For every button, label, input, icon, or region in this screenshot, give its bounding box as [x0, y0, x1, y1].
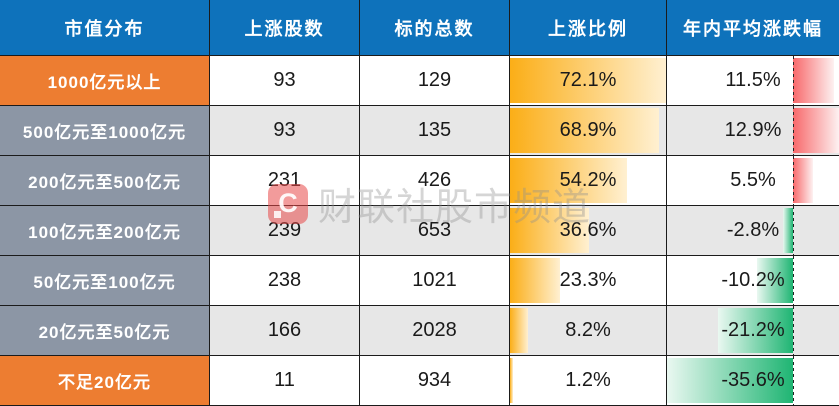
rising-ratio-value: 54.2%: [559, 169, 617, 191]
ratio-databar: [510, 258, 561, 303]
negative-change-databar: [667, 358, 794, 403]
rising-count-cell: 93: [210, 106, 360, 156]
zero-axis-dashed-line: [793, 56, 795, 105]
avg-change-value: 11.5%: [725, 69, 781, 91]
avg-change-value: -2.8%: [726, 219, 780, 241]
rising-count-cell: 93: [210, 56, 360, 106]
header-market-cap-distribution: 市值分布: [0, 0, 210, 56]
rising-ratio-value: 8.2%: [565, 319, 611, 341]
zero-axis-dashed-line: [793, 106, 795, 155]
cap-range-cell: 20亿元至50亿元: [0, 306, 210, 356]
total-count-cell: 653: [360, 206, 510, 256]
ratio-databar: [510, 208, 590, 253]
rising-count-cell: 11: [210, 356, 360, 406]
cap-range-cell: 50亿元至100亿元: [0, 256, 210, 306]
rising-count-cell: 166: [210, 306, 360, 356]
avg-change-value: 12.9%: [724, 119, 782, 141]
rising-ratio-cell: 8.2%: [510, 306, 667, 356]
total-count-cell: 1021: [360, 256, 510, 306]
cap-range-cell: 100亿元至200亿元: [0, 206, 210, 256]
avg-change-value: 5.5%: [730, 169, 776, 191]
rising-ratio-value: 72.1%: [559, 69, 617, 91]
zero-axis-dashed-line: [793, 206, 795, 255]
rising-ratio-value: 1.2%: [565, 369, 611, 391]
header-rising-ratio: 上涨比例: [510, 0, 667, 56]
zero-axis-dashed-line: [793, 156, 795, 205]
table-row: 不足20亿元 11 934 1.2% -35.6%: [0, 356, 839, 406]
total-count-cell: 2028: [360, 306, 510, 356]
table-header-row: 市值分布 上涨股数 标的总数 上涨比例 年内平均涨跌幅: [0, 0, 839, 56]
negative-change-databar: [757, 258, 794, 303]
positive-change-databar: [793, 108, 839, 153]
rising-count-cell: 239: [210, 206, 360, 256]
rising-ratio-value: 36.6%: [559, 219, 617, 241]
avg-change-cell: 5.5%: [667, 156, 839, 206]
table-row: 500亿元至1000亿元 93 135 68.9% 12.9%: [0, 106, 839, 156]
table-row: 50亿元至100亿元 238 1021 23.3% -10.2%: [0, 256, 839, 306]
avg-change-value: -21.2%: [721, 319, 785, 341]
cap-range-cell: 不足20亿元: [0, 356, 210, 406]
negative-change-databar: [783, 208, 794, 253]
avg-change-cell: 12.9%: [667, 106, 839, 156]
ratio-databar: [510, 58, 666, 103]
positive-change-databar: [793, 58, 834, 103]
rising-ratio-cell: 1.2%: [510, 356, 667, 406]
ratio-databar: [510, 108, 660, 153]
cap-range-cell: 500亿元至1000亿元: [0, 106, 210, 156]
table-body: 1000亿元以上 93 129 72.1% 11.5% 500亿元至1000亿元 93 135…: [0, 56, 839, 406]
total-count-cell: 426: [360, 156, 510, 206]
negative-change-databar: [718, 308, 794, 353]
zero-axis-dashed-line: [793, 306, 795, 355]
header-total-count: 标的总数: [360, 0, 510, 56]
avg-change-cell: -21.2%: [667, 306, 839, 356]
header-rising-stock-count: 上涨股数: [210, 0, 360, 56]
avg-change-cell: -35.6%: [667, 356, 839, 406]
table-row: 100亿元至200亿元 239 653 36.6% -2.8%: [0, 206, 839, 256]
rising-ratio-value: 68.9%: [559, 119, 617, 141]
positive-change-databar: [793, 158, 813, 203]
table-row: 1000亿元以上 93 129 72.1% 11.5%: [0, 56, 839, 106]
rising-ratio-value: 23.3%: [559, 269, 617, 291]
rising-count-cell: 231: [210, 156, 360, 206]
table-row: 20亿元至50亿元 166 2028 8.2% -21.2%: [0, 306, 839, 356]
rising-ratio-cell: 23.3%: [510, 256, 667, 306]
zero-axis-dashed-line: [793, 356, 795, 405]
total-count-cell: 934: [360, 356, 510, 406]
rising-ratio-cell: 36.6%: [510, 206, 667, 256]
avg-change-value: -10.2%: [721, 269, 785, 291]
rising-ratio-cell: 72.1%: [510, 56, 667, 106]
rising-count-cell: 238: [210, 256, 360, 306]
ratio-databar: [510, 158, 628, 203]
ratio-databar: [510, 308, 528, 353]
zero-axis-dashed-line: [793, 256, 795, 305]
avg-change-cell: 11.5%: [667, 56, 839, 106]
cap-range-cell: 1000亿元以上: [0, 56, 210, 106]
header-avg-yearly-change: 年内平均涨跌幅: [667, 0, 839, 56]
rising-ratio-cell: 54.2%: [510, 156, 667, 206]
avg-change-cell: -10.2%: [667, 256, 839, 306]
rising-ratio-cell: 68.9%: [510, 106, 667, 156]
avg-change-cell: -2.8%: [667, 206, 839, 256]
avg-change-value: -35.6%: [721, 369, 785, 391]
cap-range-cell: 200亿元至500亿元: [0, 156, 210, 206]
ratio-databar: [510, 358, 513, 403]
total-count-cell: 129: [360, 56, 510, 106]
total-count-cell: 135: [360, 106, 510, 156]
table-row: 200亿元至500亿元 231 426 54.2% 5.5%: [0, 156, 839, 206]
